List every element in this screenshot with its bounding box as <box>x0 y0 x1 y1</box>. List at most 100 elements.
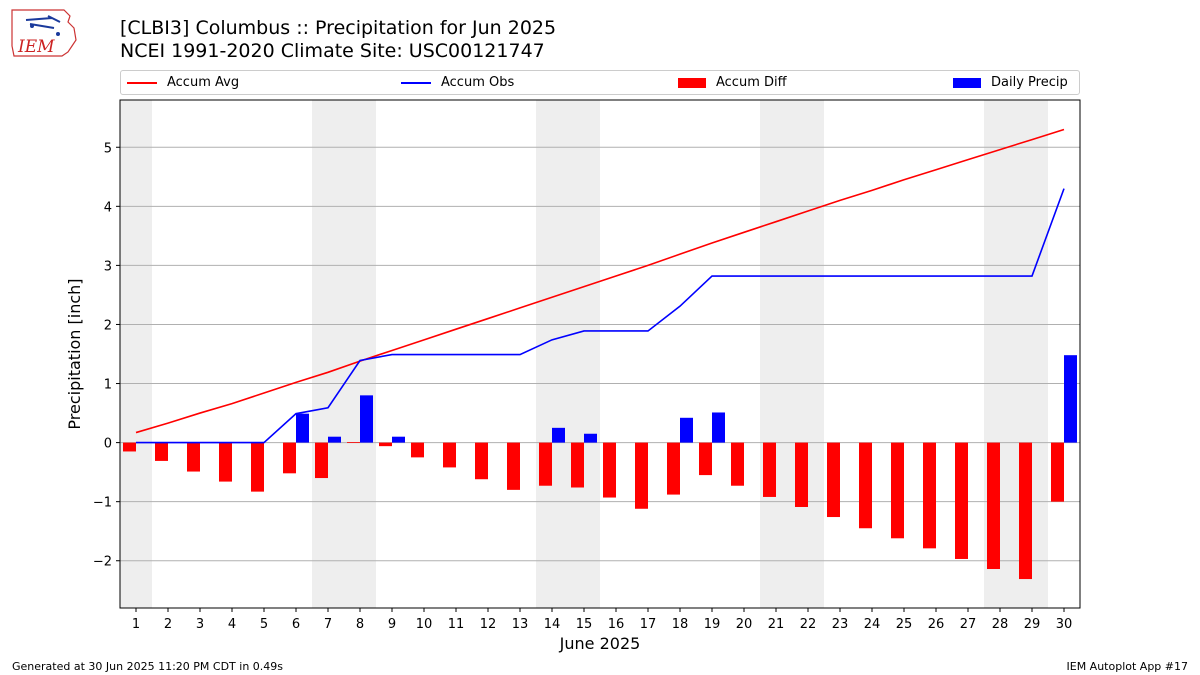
chart-title: [CLBI3] Columbus :: Precipitation for Ju… <box>120 17 557 39</box>
x-tick-label: 20 <box>736 617 753 632</box>
x-tick-label: 7 <box>324 617 332 632</box>
daily-precip-bar <box>552 427 565 443</box>
y-tick-label: 2 <box>104 318 112 333</box>
legend-swatch <box>678 77 706 88</box>
legend-item-accum-obs: Accum Obs <box>401 75 514 91</box>
x-tick-label: 21 <box>768 617 785 632</box>
accum-obs-line <box>136 188 1065 444</box>
daily-precip-bar <box>296 413 309 443</box>
y-tick-label: 5 <box>104 141 112 156</box>
daily-precip-bar <box>584 433 597 443</box>
plot-frame <box>119 99 1081 609</box>
accum-diff-bar <box>987 442 1000 570</box>
y-tick-label: 3 <box>104 259 112 274</box>
x-tick-label: 3 <box>196 617 204 632</box>
accum-diff-bar <box>1051 442 1064 502</box>
daily-precip-bar <box>712 412 725 443</box>
daily-precip-bar <box>392 436 405 443</box>
accum-diff-bar <box>1019 442 1032 580</box>
x-tick-label: 19 <box>704 617 721 632</box>
accum-diff-bar <box>123 442 136 452</box>
accum-diff-bar <box>251 442 264 492</box>
x-tick-label: 18 <box>672 617 689 632</box>
x-tick-label: 28 <box>992 617 1009 632</box>
accum-diff-bar <box>379 442 392 447</box>
x-tick-label: 30 <box>1056 617 1073 632</box>
accum-diff-bar <box>411 442 424 458</box>
accum-diff-bar <box>539 442 552 486</box>
accum-diff-bar <box>859 442 872 529</box>
legend-label: Accum Obs <box>441 75 515 90</box>
legend-label: Daily Precip <box>991 75 1068 90</box>
weekend-band <box>536 100 600 608</box>
accum-diff-bar <box>571 442 584 488</box>
x-tick-label: 29 <box>1024 617 1041 632</box>
legend-swatch <box>953 77 981 88</box>
legend-swatch <box>127 81 157 84</box>
legend-item-daily-precip: Daily Precip <box>953 75 1068 91</box>
footer-app: IEM Autoplot App #17 <box>1066 660 1189 673</box>
x-tick-label: 11 <box>448 617 465 632</box>
accum-diff-bar <box>283 442 296 474</box>
accum-diff-bar <box>699 442 712 476</box>
x-tick-label: 5 <box>260 617 268 632</box>
accum-diff-bar <box>187 442 200 472</box>
accum-diff-bar <box>795 442 808 507</box>
x-tick-label: 4 <box>228 617 236 632</box>
accum-diff-bar <box>443 442 456 468</box>
legend-swatch <box>401 81 431 84</box>
x-tick-label: 9 <box>388 617 396 632</box>
x-tick-label: 17 <box>640 617 657 632</box>
legend-item-accum-avg: Accum Avg <box>127 75 239 91</box>
x-tick-label: 24 <box>864 617 881 632</box>
x-tick-label: 10 <box>416 617 433 632</box>
y-axis-label: Precipitation [inch] <box>65 278 84 429</box>
accum-diff-bar <box>827 442 840 518</box>
accum-diff-bar <box>219 442 232 482</box>
y-tick-label: 0 <box>104 437 112 452</box>
x-tick-label: 6 <box>292 617 300 632</box>
accum-diff-bar <box>923 442 936 549</box>
x-tick-label: 1 <box>132 617 140 632</box>
y-tick-label: −1 <box>93 496 112 511</box>
x-tick-label: 27 <box>960 617 977 632</box>
accum-diff-bar <box>955 442 968 559</box>
y-tick-label: −2 <box>93 555 112 570</box>
logo-text: IEM <box>17 37 55 57</box>
legend-item-accum-diff: Accum Diff <box>678 75 787 91</box>
x-tick-label: 15 <box>576 617 593 632</box>
daily-precip-bar <box>328 436 341 443</box>
x-tick-label: 26 <box>928 617 945 632</box>
weekend-band <box>760 100 824 608</box>
x-tick-label: 25 <box>896 617 913 632</box>
x-tick-label: 16 <box>608 617 625 632</box>
accum-diff-bar <box>315 442 328 479</box>
accum-diff-bar <box>347 442 360 443</box>
x-tick-label: 8 <box>356 617 364 632</box>
accum-diff-bar <box>155 442 168 461</box>
weekend-band <box>120 100 152 608</box>
accum-diff-bar <box>667 442 680 495</box>
legend-label: Accum Diff <box>716 75 787 90</box>
x-tick-label: 13 <box>512 617 529 632</box>
daily-precip-bar <box>360 395 373 443</box>
y-tick-label: 4 <box>104 200 112 215</box>
accum-diff-bar <box>507 442 520 490</box>
x-tick-label: 23 <box>832 617 849 632</box>
accum-diff-bar <box>763 442 776 497</box>
x-axis-label: June 2025 <box>559 634 641 653</box>
x-tick-label: 2 <box>164 617 172 632</box>
accum-diff-bar <box>475 442 488 480</box>
x-tick-label: 12 <box>480 617 497 632</box>
daily-precip-bar <box>680 417 693 443</box>
daily-precip-bar <box>1064 355 1077 443</box>
footer-generated: Generated at 30 Jun 2025 11:20 PM CDT in… <box>12 660 284 673</box>
accum-diff-bar <box>603 442 616 498</box>
x-tick-label: 22 <box>800 617 817 632</box>
accum-diff-bar <box>731 442 744 486</box>
x-tick-label: 14 <box>544 617 561 632</box>
legend-label: Accum Avg <box>167 75 240 90</box>
chart-legend: Accum Avg Accum Obs Accum Diff Daily Pre… <box>120 70 1080 95</box>
accum-diff-bar <box>891 442 904 539</box>
